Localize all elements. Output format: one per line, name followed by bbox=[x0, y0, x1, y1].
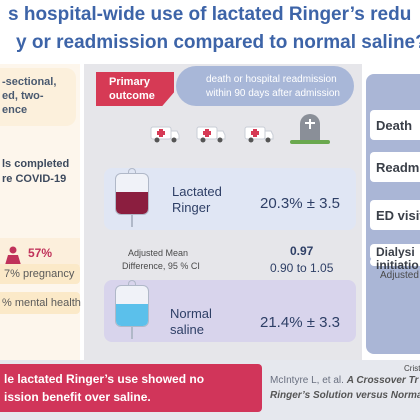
difference-value: 0.97 bbox=[290, 244, 314, 258]
outcome-desc-line-2: within 90 days after admission bbox=[206, 88, 340, 99]
mental-health-box bbox=[0, 292, 80, 314]
conclusion-line-2: ission benefit over saline. bbox=[4, 390, 151, 404]
citation-authors: McIntyre L, et al. bbox=[270, 375, 347, 386]
outcome-desc-line-1: death or hospital readmission bbox=[206, 74, 337, 85]
ns-name-line-2: saline bbox=[170, 322, 204, 337]
iv-bag-icon bbox=[115, 285, 149, 327]
secondary-item-dialysis-row1: Dialysi bbox=[370, 244, 420, 260]
grass-decoration bbox=[290, 140, 330, 144]
ns-value: 21.4% ± 3.3 bbox=[260, 314, 340, 331]
hospitals-box: ls completed re COVID-19 bbox=[0, 140, 80, 200]
difference-label-line-2: Difference, 95 % CI bbox=[122, 261, 200, 271]
header: s hospital-wide use of lactated Ringer’s… bbox=[0, 0, 420, 64]
outcome-label-line-2: outcome bbox=[109, 90, 155, 102]
iv-bag-icon bbox=[115, 173, 149, 215]
adjusted-label: Adjusted bbox=[380, 270, 419, 281]
secondary-item-label: Dialysi bbox=[376, 245, 415, 259]
ns-name-line-1: Normal bbox=[170, 306, 212, 321]
difference-label-line-1: Adjusted Mean bbox=[128, 248, 189, 258]
secondary-item-label: Readmi bbox=[376, 160, 420, 175]
iv-tube bbox=[131, 215, 133, 227]
lr-value: 20.3% ± 3.5 bbox=[260, 195, 340, 212]
secondary-item-death: Death bbox=[370, 110, 420, 140]
design-line-3: ence bbox=[2, 104, 28, 116]
iv-fill-lr bbox=[116, 192, 148, 214]
iv-tube bbox=[131, 327, 133, 339]
citation-line-2: Ringer’s Solution versus Norma bbox=[270, 390, 420, 401]
tombstone-icon bbox=[300, 114, 320, 142]
ambulance-icon bbox=[196, 126, 226, 143]
title-line-2: y or readmission compared to normal sali… bbox=[16, 32, 420, 53]
secondary-item-dialysis-row2-bg bbox=[370, 258, 420, 266]
secondary-item-label: Death bbox=[376, 118, 413, 133]
difference-ci: 0.90 to 1.05 bbox=[270, 261, 334, 275]
pregnancy-stat: 7% pregnancy bbox=[4, 268, 75, 280]
secondary-item-ed-visit: ED visit bbox=[370, 200, 420, 230]
iv-hook bbox=[128, 168, 136, 173]
female-percent: 57% bbox=[28, 246, 53, 260]
design-line-2: ed, two- bbox=[2, 90, 44, 102]
hospitals-line-1: ls completed bbox=[2, 158, 70, 170]
conclusion-box: le lactated Ringer’s use showed no issio… bbox=[0, 364, 262, 412]
iv-fill-ns bbox=[116, 304, 148, 326]
lr-name-line-2: Ringer bbox=[172, 200, 211, 215]
conclusion-line-1: le lactated Ringer’s use showed no bbox=[4, 372, 205, 386]
study-design-box: -sectional, ed, two- ence bbox=[0, 68, 76, 126]
secondary-item-readmission: Readmi bbox=[370, 152, 420, 182]
citation-line-1: McIntyre L, et al. A Crossover Tr bbox=[270, 375, 418, 386]
primary-outcome-banner: Primary outcome bbox=[96, 72, 174, 106]
secondary-item-dialysis-line-2: initiatio bbox=[376, 258, 419, 272]
hospitals-line-2: re COVID-19 bbox=[2, 173, 67, 185]
mental-health-stat: % mental health bbox=[2, 297, 81, 309]
lr-name-line-1: Lactated bbox=[172, 184, 222, 199]
design-line-1: -sectional, bbox=[2, 76, 57, 88]
outcome-description: death or hospital readmission within 90 … bbox=[176, 66, 354, 106]
title-line-1: s hospital-wide use of lactated Ringer’s… bbox=[8, 4, 412, 25]
outcome-label-line-1: Primary bbox=[109, 76, 150, 88]
citation-title: A Crossover Tr bbox=[346, 375, 419, 386]
ambulance-icon bbox=[244, 126, 274, 143]
ambulance-icon bbox=[150, 126, 180, 143]
author-name: Cristina bbox=[404, 364, 420, 373]
secondary-item-label: ED visit bbox=[376, 208, 420, 223]
pregnancy-box bbox=[0, 264, 80, 284]
iv-hook bbox=[128, 280, 136, 285]
